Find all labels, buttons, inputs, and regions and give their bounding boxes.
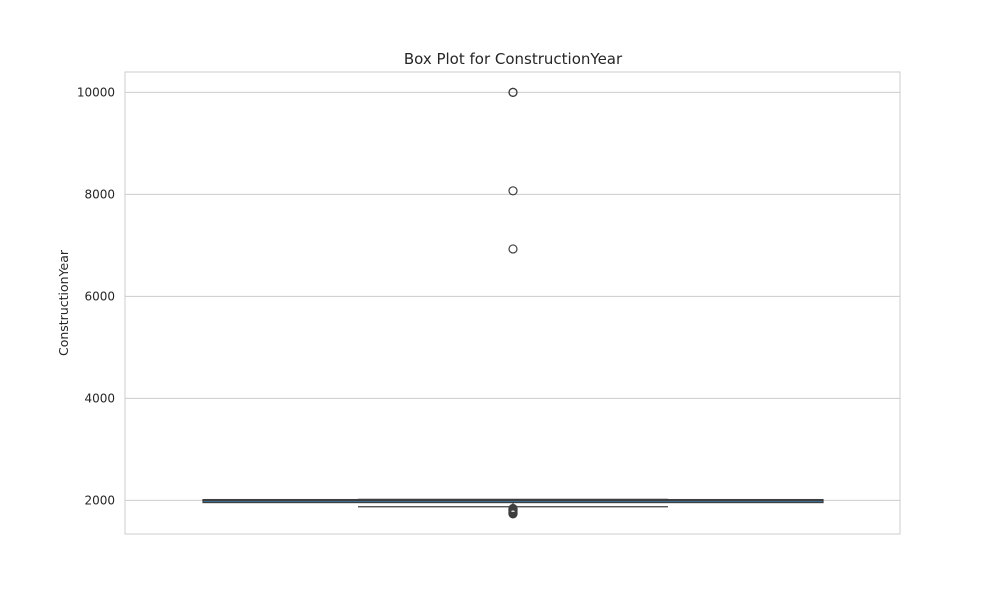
- y-tick-label: 4000: [84, 391, 115, 405]
- outlier-point-high: [508, 186, 518, 196]
- plot-area-frame: [124, 71, 901, 535]
- iqr-box: [202, 498, 824, 504]
- y-tick-label: 8000: [84, 187, 115, 201]
- grid-lines: [125, 91, 900, 501]
- y-tick-label: 2000: [84, 493, 115, 507]
- y-tick-labels: 2000 4000 6000 8000 10000: [77, 85, 115, 507]
- y-tick-label: 10000: [77, 85, 115, 99]
- y-tick-label: 6000: [84, 289, 115, 303]
- outlier-point-high: [508, 244, 518, 254]
- y-axis-label: ConstructionYear: [56, 249, 71, 356]
- outlier-point-low: [508, 503, 518, 514]
- chart-title: Box Plot for ConstructionYear: [404, 50, 623, 68]
- outlier-point-high: [508, 87, 518, 97]
- box-plot-group: [202, 87, 824, 519]
